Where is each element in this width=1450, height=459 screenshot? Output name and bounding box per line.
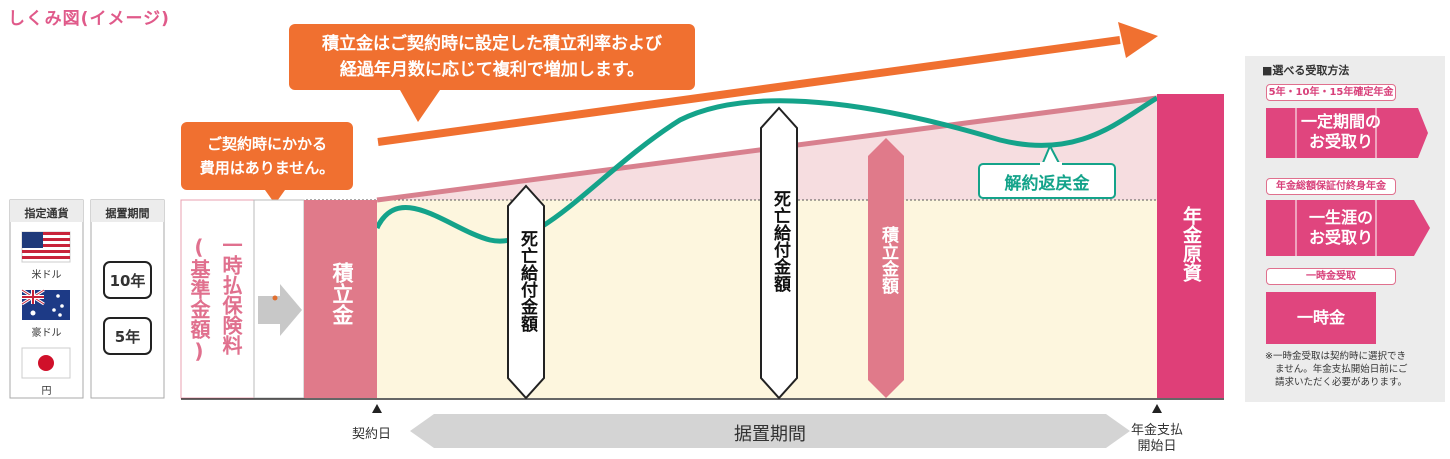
timeline-end-line2: 開始日	[1137, 439, 1177, 454]
callout-main-line2: 経過年月数に応じて複利で増加します。	[339, 60, 645, 80]
contract-date-marker	[372, 404, 382, 413]
deferral-header: 据置期間	[105, 207, 150, 220]
annuity-principal-label: 年金原資	[1180, 206, 1202, 282]
methods-header: ■選べる受取方法	[1262, 64, 1350, 77]
reserve-amount-label: 積立金額	[878, 226, 898, 294]
start-date-marker	[1152, 404, 1162, 413]
growth-arrow-head	[1118, 22, 1158, 58]
us-flag-icon	[21, 231, 71, 263]
lump-sum-box: 一時金	[1266, 292, 1376, 344]
deferral-header-bg	[91, 200, 164, 222]
fixed-term-box: 一定期間の お受取り	[1266, 112, 1416, 152]
reserve-amount-shape	[868, 138, 904, 398]
currency-label-aud: 豪ドル	[31, 328, 62, 339]
lifetime-line1: 一生涯の	[1308, 208, 1373, 227]
premium-sublabel: (基準金額)	[187, 235, 211, 363]
currency-label-jpy: 円	[41, 386, 52, 397]
fixed-term-caption: 5年・10年・15年確定年金	[1266, 84, 1396, 101]
callout-main-line1: 積立金はご契約時に設定した積立利率および	[322, 34, 662, 54]
premium-arrow-dot	[272, 295, 278, 301]
callout-main: 積立金はご契約時に設定した積立利率および 経過年月数に応じて複利で増加します。	[289, 24, 695, 90]
deferral-period-arrow	[410, 414, 1130, 448]
callout-main-tail	[400, 90, 440, 122]
timeline-end-line1: 年金支払	[1130, 423, 1183, 438]
lifetime-caption: 年金総額保証付終身年金	[1266, 178, 1396, 195]
timeline-end-label: 年金支払 開始日	[1125, 423, 1189, 455]
lump-sum-caption: 一時金受取	[1266, 268, 1396, 285]
callout-fee-line1: ご契約時にかかる	[206, 135, 327, 153]
methods-note: ※一時金受取は契約時に選択でき ません。年金支払開始日前にご 請求いただく必要が…	[1265, 350, 1441, 389]
death-benefit-label-1: 死亡給付金額	[517, 230, 537, 332]
methods-note-line3: 請求いただく必要があります。	[1275, 377, 1408, 388]
methods-note-line1: ※一時金受取は契約時に選択でき	[1265, 351, 1406, 362]
methods-note-line2: ません。年金支払開始日前にご	[1275, 364, 1408, 375]
fixed-term-line1: 一定期間の	[1300, 112, 1381, 131]
death-benefit-shape-2	[760, 106, 798, 400]
annuity-principal-column	[1157, 94, 1224, 398]
au-flag-icon	[21, 288, 70, 320]
diagram-title: しくみ図(イメージ)	[8, 9, 170, 29]
deferral-option-10: 10年	[109, 272, 146, 290]
growth-arrow-shaft	[377, 36, 1121, 146]
fixed-term-line2: お受取り	[1308, 132, 1373, 151]
callout-fee-line2: 費用はありません。	[199, 159, 335, 177]
lifetime-box-shape	[1266, 200, 1430, 256]
currency-label-usd: 米ドル	[31, 270, 62, 281]
premium-label: 一時払保険料	[219, 235, 243, 355]
surrender-label: 解約返戻金	[1004, 174, 1090, 194]
lifetime-line2: お受取り	[1308, 228, 1373, 247]
deferral-option-5-box	[103, 317, 152, 355]
jp-flag-icon	[21, 347, 71, 379]
surrender-label-tail-mask	[1040, 162, 1062, 166]
surrender-curve	[374, 95, 1159, 244]
death-benefit-label-2: 死亡給付金額	[770, 190, 790, 292]
callout-fee-tail	[265, 190, 285, 204]
deferral-option-10-box	[103, 261, 152, 299]
reserve-label: 積立金	[330, 262, 354, 325]
timeline-start-label: 契約日	[352, 427, 392, 442]
callout-fee: ご契約時にかかる 費用はありません。	[181, 122, 353, 190]
currency-header-bg	[10, 200, 83, 222]
reserve-column	[304, 200, 377, 398]
deferral-box	[90, 199, 165, 399]
fixed-term-box-shape	[1266, 108, 1428, 158]
lifetime-box: 一生涯の お受取り	[1266, 208, 1416, 248]
deferral-option-5: 5年	[114, 328, 141, 346]
timeline-period-label: 据置期間	[734, 424, 806, 445]
death-benefit-shape-1	[507, 184, 545, 400]
currency-header: 指定通貨	[24, 207, 69, 220]
premium-arrow	[258, 284, 302, 336]
